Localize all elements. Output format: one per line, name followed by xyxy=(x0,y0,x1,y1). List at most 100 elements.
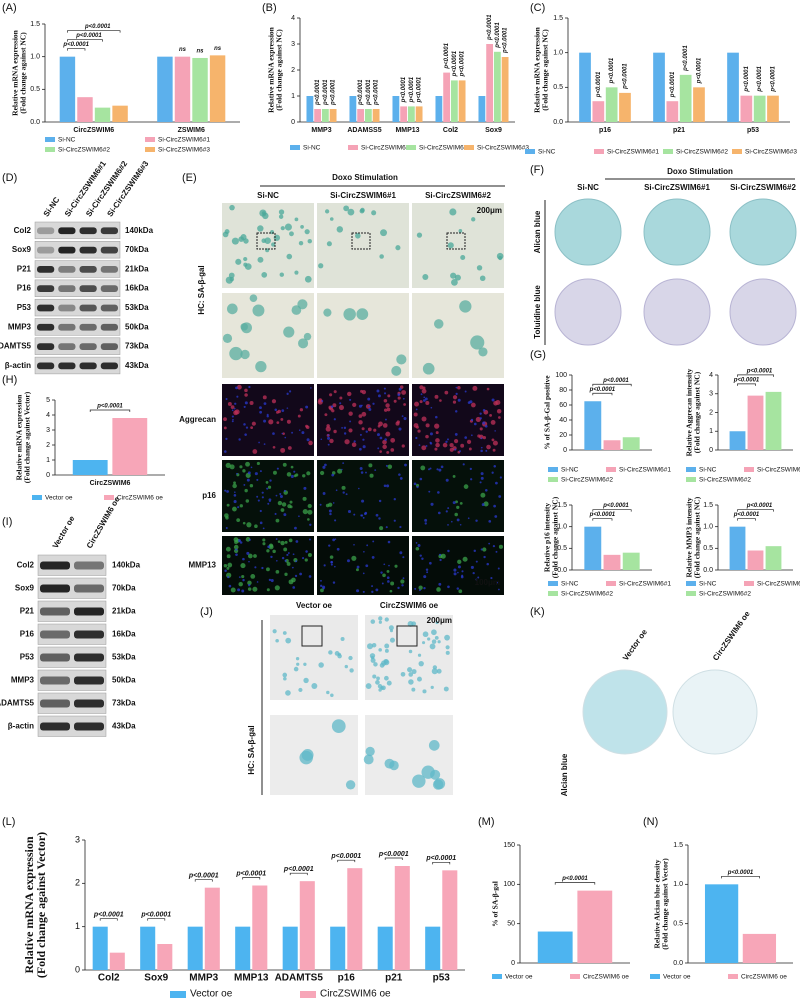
cell xyxy=(280,540,285,546)
cell xyxy=(385,526,388,529)
blot-band xyxy=(58,266,76,273)
cell xyxy=(375,588,379,592)
cell xyxy=(333,418,336,421)
p-value-label: p<0.0001 xyxy=(602,503,629,509)
cell xyxy=(386,450,390,454)
cell xyxy=(275,638,279,643)
cell xyxy=(356,568,359,572)
cell xyxy=(259,521,263,525)
cell xyxy=(469,467,472,471)
cell xyxy=(283,489,286,492)
cell xyxy=(401,415,404,418)
cell xyxy=(281,409,285,412)
cell xyxy=(243,257,248,262)
cell xyxy=(339,402,342,405)
legend-label: Si-NC xyxy=(303,145,321,152)
cell xyxy=(286,419,291,424)
y-tick-label: 100 xyxy=(503,881,515,888)
cell xyxy=(232,506,237,512)
cell xyxy=(324,413,328,417)
cell xyxy=(462,463,465,466)
p-value-label: p<0.0001 xyxy=(487,14,493,41)
cell xyxy=(285,637,292,644)
cell xyxy=(423,575,427,579)
cell xyxy=(263,443,266,445)
cell xyxy=(365,683,372,690)
y-axis-label: Relative mRNA expression xyxy=(267,26,276,113)
cell xyxy=(225,546,231,552)
blot-band xyxy=(74,676,104,685)
cell xyxy=(252,449,258,454)
cell xyxy=(498,588,500,591)
cell xyxy=(250,573,256,579)
cell xyxy=(299,572,302,576)
cell xyxy=(394,564,398,568)
x-tick-label: p53 xyxy=(433,973,451,984)
cell xyxy=(359,447,362,451)
cell xyxy=(353,513,356,516)
column-label: Vector oe xyxy=(621,627,649,662)
y-tick-label: 3 xyxy=(709,391,713,398)
cell xyxy=(310,387,312,389)
cell xyxy=(425,434,429,439)
cell xyxy=(339,396,343,400)
blot-band xyxy=(58,227,76,235)
cell xyxy=(324,463,327,467)
legend-swatch xyxy=(548,581,558,586)
cell xyxy=(286,392,289,395)
header: Doxo Stimulation xyxy=(332,173,398,182)
blot-band xyxy=(79,304,97,312)
bar xyxy=(235,926,251,970)
cell xyxy=(411,687,416,692)
cell xyxy=(332,502,335,504)
cell xyxy=(268,578,272,582)
panel-label: (K) xyxy=(530,606,545,618)
cell xyxy=(401,444,405,448)
y-tick-label: 1 xyxy=(75,921,80,931)
cell xyxy=(329,217,334,221)
blot-strip xyxy=(37,623,107,645)
cell xyxy=(359,466,363,470)
protein-label: P16 xyxy=(17,284,32,293)
cell xyxy=(365,430,368,433)
cell xyxy=(442,442,448,448)
cell xyxy=(378,499,382,503)
cell xyxy=(329,438,334,444)
y-axis-label: Relative MMP3 intensity xyxy=(685,497,694,577)
cell xyxy=(480,476,484,480)
size-label: 50kDa xyxy=(125,322,149,331)
cell xyxy=(408,679,414,685)
comparison-bracket xyxy=(289,872,308,876)
cell xyxy=(274,408,278,412)
cell xyxy=(415,542,418,544)
cell xyxy=(331,719,346,733)
comparison-bracket xyxy=(67,39,103,42)
cell xyxy=(272,470,277,475)
y-tick-label: 0.0 xyxy=(703,567,713,574)
legend-label: CircZSWIM6 oe xyxy=(117,495,163,502)
bar xyxy=(622,552,640,570)
size-label: 140kDa xyxy=(112,561,141,570)
cell xyxy=(290,465,294,469)
cell xyxy=(417,676,422,682)
legend-swatch xyxy=(548,467,558,472)
legend-swatch xyxy=(686,467,696,472)
blot-band xyxy=(79,246,97,254)
cell xyxy=(367,397,371,401)
bar xyxy=(537,931,573,963)
p-value-label: p<0.0001 xyxy=(589,512,616,518)
cell xyxy=(275,518,280,523)
p-value-label: p<0.0001 xyxy=(733,512,760,518)
cell xyxy=(264,237,271,244)
p-value-label: p<0.0001 xyxy=(670,71,676,98)
cell xyxy=(356,308,369,321)
cell xyxy=(460,443,465,448)
y-tick-label: 0.5 xyxy=(673,921,683,928)
cell xyxy=(423,586,426,590)
bar xyxy=(299,881,315,970)
cell xyxy=(359,208,365,214)
row-label: Alican blue xyxy=(533,210,542,253)
cell xyxy=(361,404,363,407)
cell xyxy=(429,467,432,470)
protein-label: Sox9 xyxy=(15,584,35,593)
